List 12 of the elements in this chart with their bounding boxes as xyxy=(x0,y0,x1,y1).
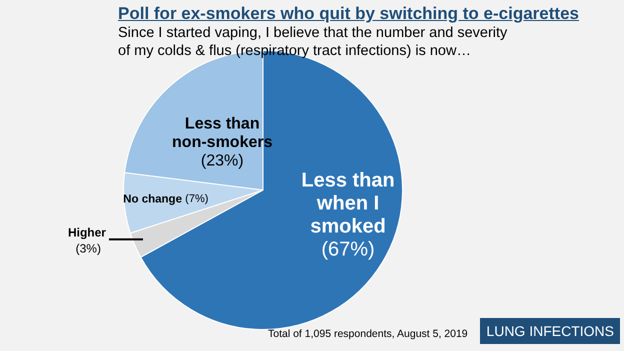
text: LUNG INFECTIONS xyxy=(480,318,620,344)
chart-subtitle: Since I started vaping, I believe that the number and severity of my colds & flus (respiratory tract infections) is now… xyxy=(118,24,508,60)
chart-title: Poll for ex-smokers who quit by switching to e-cigarettes xyxy=(118,4,579,24)
slice-label: Less than non-smokers xyxy=(172,115,273,151)
slice-label: No change xyxy=(123,193,186,206)
data-label: (3%) xyxy=(76,242,101,256)
data-label: (7%) xyxy=(185,193,208,206)
data-label: (23%) xyxy=(200,152,244,170)
data-label: (67%) xyxy=(321,238,375,261)
text: Total of 1,095 respondents, August 5, 2019 xyxy=(268,328,468,340)
slice-label: Higher xyxy=(68,226,106,240)
slice-label: Less than when I smoked xyxy=(301,170,395,238)
